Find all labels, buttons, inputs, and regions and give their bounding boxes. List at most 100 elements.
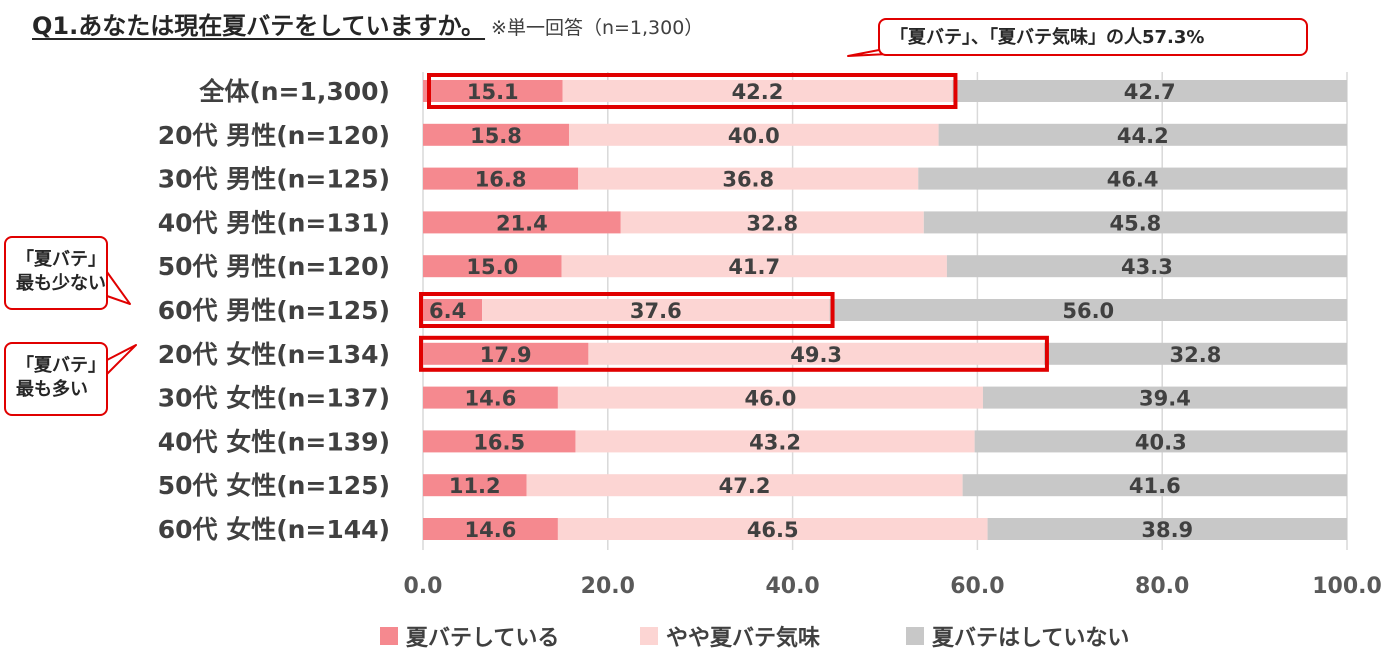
highlight-box	[419, 292, 835, 328]
legend-item-3: 夏バテはしていない	[906, 620, 1129, 652]
bar-segment	[423, 386, 558, 409]
bar-segment	[568, 123, 939, 146]
callout-most-line2: 最も多い	[16, 379, 88, 400]
x-tick-label: 100.0	[1312, 574, 1382, 599]
bar-segment	[974, 430, 1347, 453]
data-label: 32.8	[746, 211, 798, 235]
data-label: 47.2	[719, 474, 771, 498]
data-label: 15.8	[470, 124, 522, 148]
callout-most-line1: 「夏バテ」	[16, 355, 106, 376]
data-label: 46.5	[747, 518, 799, 542]
bar-segment	[423, 167, 579, 190]
bar-segment	[952, 80, 1347, 102]
bar-segment	[575, 430, 975, 453]
callout-most: 「夏バテ」 最も多い	[4, 342, 108, 416]
data-label: 46.0	[745, 387, 797, 411]
bar-segment	[918, 167, 1347, 190]
data-label: 45.8	[1109, 211, 1161, 235]
bar-segment	[938, 123, 1347, 146]
legend: 夏バテしている やや夏バテ気味 夏バテはしていない	[0, 620, 1400, 652]
callout-least-pointer	[106, 271, 131, 305]
title-main: Q1.あなたは現在夏バテをしていますか。	[32, 12, 486, 40]
bar-segment	[962, 474, 1347, 497]
data-label: 43.3	[1121, 255, 1173, 279]
data-label: 41.7	[728, 255, 780, 279]
callout-least-line1: 「夏バテ」	[16, 249, 106, 270]
x-tick-label: 60.0	[950, 574, 1004, 599]
data-label: 14.6	[465, 518, 517, 542]
x-tick-label: 80.0	[1135, 574, 1189, 599]
bar-segment	[423, 80, 563, 102]
category-label: 30代 女性(n=137)	[158, 384, 390, 413]
category-label: 50代 女性(n=125)	[158, 471, 390, 500]
category-label: 20代 女性(n=134)	[158, 340, 390, 369]
data-label: 49.3	[790, 343, 842, 367]
data-label: 15.0	[466, 255, 518, 279]
category-label: 60代 女性(n=144)	[158, 515, 390, 544]
callout-least: 「夏バテ」 最も少ない	[4, 236, 108, 310]
bar-segment	[423, 255, 562, 278]
legend-swatch-2	[640, 627, 658, 645]
bar-segment	[987, 518, 1347, 540]
bar-segment	[562, 80, 953, 102]
data-label: 17.9	[480, 343, 532, 367]
bar-segment	[620, 211, 924, 234]
highlight-boxes	[419, 73, 1049, 372]
highlight-box	[419, 335, 1049, 372]
category-label: 30代 男性(n=125)	[158, 165, 390, 194]
bar-segment	[526, 474, 963, 497]
bar-segment	[982, 386, 1347, 409]
x-tick-label: 20.0	[581, 574, 635, 599]
data-label: 44.2	[1117, 124, 1169, 148]
data-label: 38.9	[1141, 518, 1193, 542]
category-label: 60代 男性(n=125)	[158, 296, 390, 325]
data-label: 46.4	[1107, 168, 1159, 192]
data-label: 56.0	[1062, 299, 1114, 323]
data-label: 21.4	[496, 211, 548, 235]
legend-label-1: 夏バテしている	[406, 626, 560, 651]
callout-least-line2: 最も少ない	[16, 273, 106, 294]
bar-segment	[588, 342, 1044, 365]
bar-segment	[557, 518, 988, 540]
data-label: 36.8	[722, 168, 774, 192]
bar-segment	[578, 167, 919, 190]
data-label: 14.6	[465, 387, 517, 411]
data-label: 16.5	[473, 430, 525, 454]
data-label: 42.7	[1124, 80, 1176, 104]
callout-most-pointer	[106, 344, 137, 375]
bar-segment	[423, 211, 621, 234]
data-label: 37.6	[630, 299, 682, 323]
data-label: 43.2	[749, 430, 801, 454]
chart-title: Q1.あなたは現在夏バテをしていますか。 ※単一回答（n=1,300）	[32, 6, 703, 41]
bar-segment	[423, 518, 558, 540]
legend-swatch-1	[380, 627, 398, 645]
data-label: 40.3	[1135, 430, 1187, 454]
data-label: 6.4	[429, 299, 466, 323]
category-label: 40代 女性(n=139)	[158, 427, 390, 456]
data-label: 16.8	[475, 168, 527, 192]
x-tick-labels: 0.0 20.0 40.0 60.0 80.0 100.0	[404, 574, 1382, 599]
x-tick-label: 0.0	[404, 574, 443, 599]
title-note: ※単一回答（n=1,300）	[491, 17, 704, 39]
bar-segment	[423, 430, 576, 453]
data-label: 39.4	[1139, 387, 1191, 411]
bar-segment	[482, 299, 830, 321]
legend-label-2: やや夏バテ気味	[666, 626, 821, 651]
data-label: 40.0	[728, 124, 780, 148]
category-label: 全体(n=1,300)	[198, 77, 390, 106]
category-label: 50代 男性(n=120)	[158, 252, 390, 281]
callout-total-text: 「夏バテ」、「夏バテ気味」の人57.3%	[890, 27, 1205, 48]
bar-segment	[561, 255, 947, 278]
bar-segment	[829, 299, 1347, 321]
value-labels: 15.1 42.2 42.7 15.8 40.0 44.2 16.8 36.8 46.4 21.4…	[429, 80, 1221, 542]
category-labels: 全体(n=1,300) 20代 男性(n=120) 30代 男性(n=125) 40代…	[158, 77, 390, 544]
bar-segment	[1043, 342, 1347, 365]
bar-segment	[423, 123, 569, 146]
bar-segment	[923, 211, 1347, 234]
bar-segment	[423, 474, 527, 497]
data-label: 42.2	[732, 80, 784, 104]
highlight-box	[427, 73, 958, 109]
legend-item-1: 夏バテしている	[380, 620, 559, 652]
data-label: 41.6	[1129, 474, 1181, 498]
